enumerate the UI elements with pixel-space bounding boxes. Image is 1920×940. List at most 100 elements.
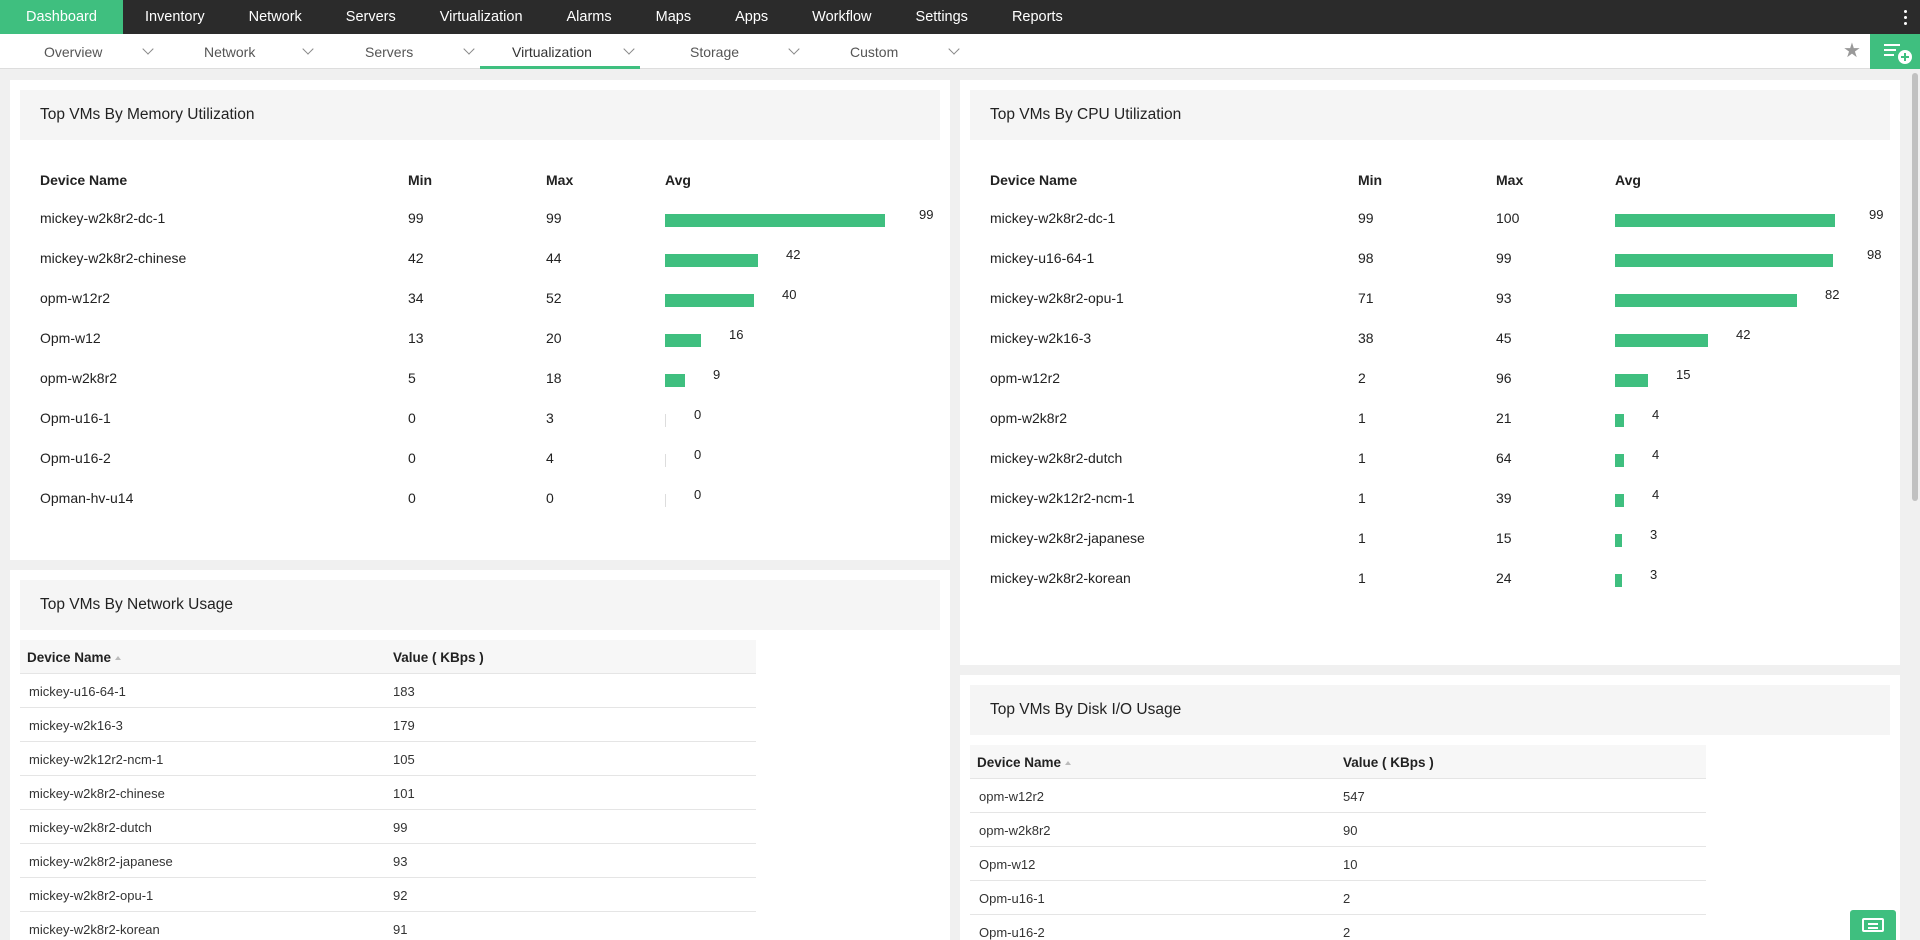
column-header-label: Value ( KBps )	[1343, 755, 1434, 770]
avg-bar	[1615, 454, 1624, 467]
avg-value: 99	[1869, 207, 1884, 222]
column-header-label: Value ( KBps )	[393, 650, 484, 665]
max-value: 0	[546, 490, 554, 506]
table-row: opm-w2k8r2 1 21 4	[990, 398, 1890, 438]
topnav-item-virtualization[interactable]: Virtualization	[439, 9, 523, 25]
max-value: 3	[546, 410, 554, 426]
memory-utilization-widget: Top VMs By Memory Utilization Device Nam…	[10, 80, 950, 560]
subnav-tab-virtualization[interactable]: Virtualization	[480, 34, 640, 69]
table-row: mickey-w2k8r2-japanese 93	[20, 844, 756, 878]
table-row: mickey-w2k16-3 179	[20, 708, 756, 742]
device-name: Opm-w12	[40, 330, 101, 346]
chevron-down-icon[interactable]	[948, 43, 960, 55]
column-header-avg: Avg	[665, 172, 691, 188]
subnav-tab-overview[interactable]: Overview	[44, 34, 154, 69]
chevron-down-icon[interactable]	[302, 43, 314, 55]
network-usage-widget: Top VMs By Network Usage Device Name Valu…	[10, 570, 950, 940]
table-row: opm-w12r2 34 52 40	[40, 278, 940, 318]
column-header-avg: Avg	[1615, 172, 1641, 188]
disk-io-usage-widget: Top VMs By Disk I/O Usage Device Name Val…	[960, 675, 1900, 940]
avg-value: 4	[1652, 487, 1660, 502]
add-widget-button[interactable]	[1870, 34, 1920, 69]
min-value: 42	[408, 250, 424, 266]
topnav-item-network[interactable]: Network	[248, 9, 302, 25]
chat-button[interactable]	[1850, 910, 1896, 940]
avg-bar	[665, 454, 666, 467]
star-icon[interactable]: ★	[1843, 40, 1861, 62]
device-name: mickey-w2k8r2-chinese	[40, 250, 187, 266]
avg-bar	[1615, 374, 1648, 387]
table-row: mickey-w2k8r2-dc-1 99 99 99	[40, 198, 940, 238]
chevron-down-icon[interactable]	[142, 43, 154, 55]
max-value: 99	[1496, 250, 1512, 266]
sort-icon[interactable]	[115, 656, 122, 661]
column-header-value[interactable]: Value ( KBps )	[1343, 755, 1434, 770]
usage-value: 2	[1343, 891, 1351, 906]
max-value: 44	[546, 250, 562, 266]
device-name: mickey-w2k8r2-dutch	[29, 820, 152, 835]
min-value: 71	[1358, 290, 1374, 306]
avg-value: 98	[1867, 247, 1882, 262]
avg-value: 4	[1652, 447, 1660, 462]
column-header-device-name: Device Name	[40, 172, 128, 188]
subnav-tab-custom[interactable]: Custom	[850, 34, 960, 69]
subnav-tab-storage[interactable]: Storage	[690, 34, 800, 69]
min-value: 1	[1358, 450, 1366, 466]
topnav-item-reports[interactable]: Reports	[1011, 9, 1063, 25]
add-widget-icon-line	[1884, 54, 1894, 56]
kebab-menu-icon[interactable]	[1898, 0, 1912, 34]
device-name: mickey-w2k8r2-korean	[990, 570, 1131, 586]
avg-bar	[665, 414, 666, 427]
device-name: Opm-u16-2	[40, 450, 111, 466]
usage-value: 90	[1343, 823, 1358, 838]
topnav-item-alarms[interactable]: Alarms	[566, 9, 612, 25]
device-name: opm-w2k8r2	[990, 410, 1068, 426]
page-scrollbar[interactable]	[1910, 69, 1920, 940]
panel-title: Top VMs By Memory Utilization	[20, 90, 940, 140]
min-value: 34	[408, 290, 424, 306]
usage-value: 105	[393, 752, 415, 767]
panel-title: Top VMs By CPU Utilization	[970, 90, 1890, 140]
table-header: Device Name Value ( KBps )	[20, 640, 756, 674]
avg-bar	[1615, 334, 1708, 347]
column-header-device-name[interactable]: Device Name	[27, 650, 122, 665]
topnav-item-dashboard[interactable]: Dashboard	[0, 0, 123, 34]
topnav-item-maps[interactable]: Maps	[655, 9, 692, 25]
scrollbar-thumb[interactable]	[1912, 73, 1918, 501]
column-header-device-name[interactable]: Device Name	[977, 755, 1072, 770]
table-row: mickey-w2k8r2-opu-1 92	[20, 878, 756, 912]
min-value: 38	[1358, 330, 1374, 346]
column-header-value[interactable]: Value ( KBps )	[393, 650, 484, 665]
avg-value: 9	[713, 367, 721, 382]
min-value: 1	[1358, 410, 1366, 426]
topnav-item-settings[interactable]: Settings	[915, 9, 968, 25]
chevron-down-icon[interactable]	[463, 43, 475, 55]
chevron-down-icon[interactable]	[623, 43, 635, 55]
memory-table: Device Name Min Max Avg mickey-w2k8r2-dc-1 99…	[40, 172, 950, 552]
max-value: 20	[546, 330, 562, 346]
usage-value: 2	[1343, 925, 1351, 940]
network-table: Device Name Value ( KBps ) mickey-u16-64-1…	[20, 640, 756, 940]
topnav-item-apps[interactable]: Apps	[735, 9, 769, 25]
topnav-item-workflow[interactable]: Workflow	[812, 9, 872, 25]
disk-table: Device Name Value ( KBps ) opm-w12r2 547 opm…	[970, 745, 1706, 940]
max-value: 45	[1496, 330, 1512, 346]
table-row: mickey-w2k8r2-chinese 101	[20, 776, 756, 810]
table-row: Opm-u16-2 0 4 0	[40, 438, 940, 478]
panel-title: Top VMs By Network Usage	[20, 580, 940, 630]
add-widget-icon-line	[1884, 49, 1896, 51]
sort-icon[interactable]	[1065, 761, 1072, 766]
usage-value: 99	[393, 820, 408, 835]
min-value: 99	[408, 210, 424, 226]
avg-value: 0	[694, 407, 702, 422]
topnav-item-servers[interactable]: Servers	[345, 9, 396, 25]
min-value: 0	[408, 490, 416, 506]
table-row: opm-w12r2 2 96 15	[990, 358, 1890, 398]
table-row: mickey-w2k8r2-japanese 1 15 3	[990, 518, 1890, 558]
chevron-down-icon[interactable]	[788, 43, 800, 55]
top-navigation: Dashboard Inventory Network Servers Virtuali…	[0, 0, 1920, 34]
subnav-tab-servers[interactable]: Servers	[365, 34, 475, 69]
subnav-tab-network[interactable]: Network	[204, 34, 314, 69]
topnav-item-inventory[interactable]: Inventory	[144, 9, 205, 25]
device-name: mickey-w2k8r2-opu-1	[990, 290, 1124, 306]
